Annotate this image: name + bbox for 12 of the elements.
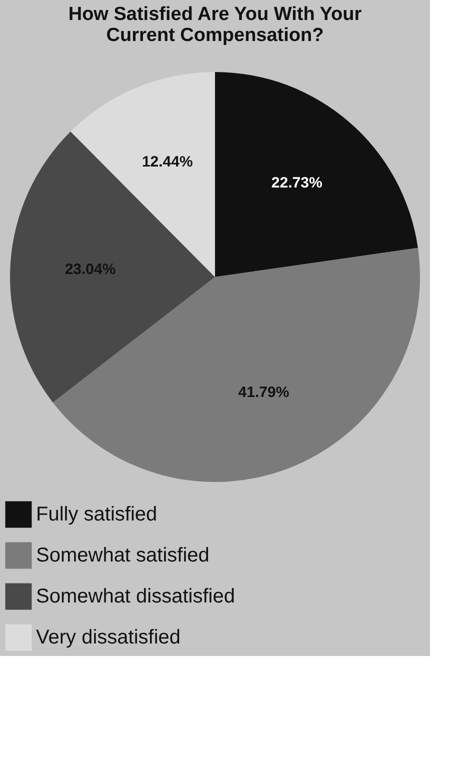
data-label: 23.04% [64,260,116,278]
legend-label: Somewhat satisfied [36,544,210,566]
legend-label: Very dissatisfied [36,626,181,648]
data-label: 12.44% [142,153,193,170]
legend-label: Somewhat dissatisfied [36,586,235,608]
pie-slice [215,72,418,277]
pie-slice [52,248,420,482]
pie-slice [10,132,215,402]
data-label: 22.73% [271,174,322,192]
data-label: 41.79% [238,384,290,402]
chart-title: How Satisfied Are You With Your Current Compensation? [68,4,362,46]
legend-label: Fully satisfied [36,504,158,526]
